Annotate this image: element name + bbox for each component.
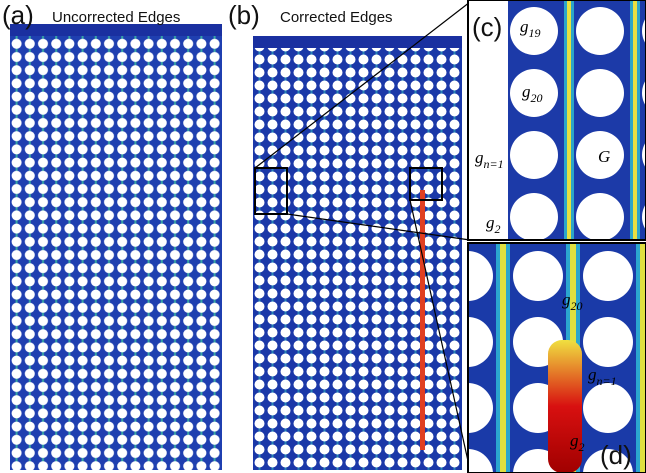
edge-b — [253, 36, 462, 48]
panel-title: Corrected Edges — [280, 9, 393, 26]
annotation: G — [598, 147, 610, 166]
lattice-a — [10, 24, 222, 470]
panel-title: Uncorrected Edges — [52, 9, 180, 26]
lattice-b — [253, 36, 462, 470]
hot-spot — [548, 340, 582, 473]
figure: (a) Uncorrected Edges (b) Corrected Edge… — [0, 0, 646, 473]
panel-label: (c) — [472, 12, 502, 42]
panel-label: (a) — [2, 0, 34, 30]
panel-label: (b) — [228, 0, 260, 30]
panel-label: (d) — [600, 440, 632, 470]
hot-channel — [420, 190, 425, 450]
